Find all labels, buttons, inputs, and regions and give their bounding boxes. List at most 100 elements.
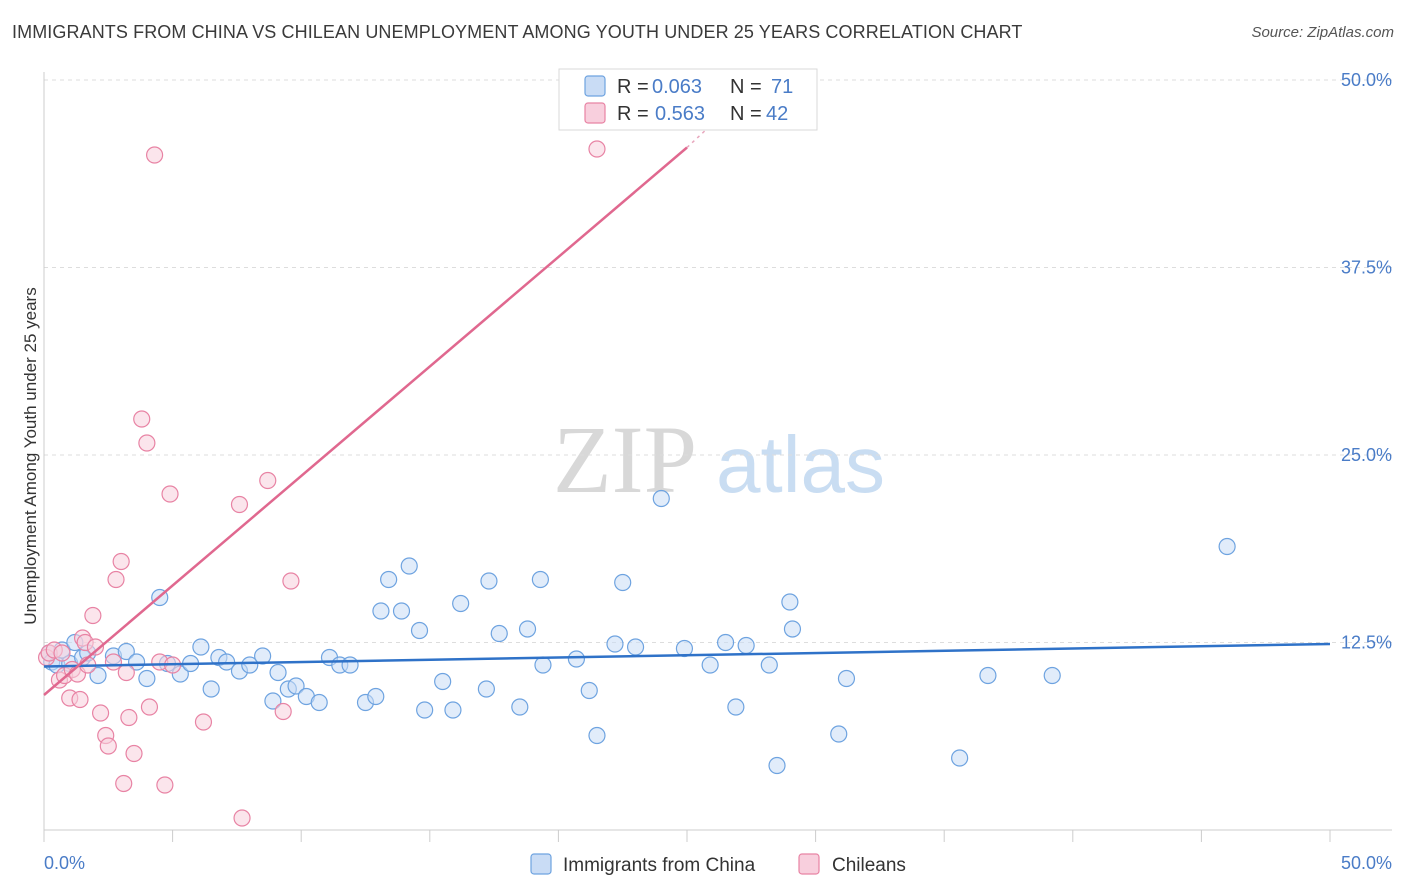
chileans-point (282, 572, 300, 590)
china-point (626, 638, 645, 656)
y-tick-label: 37.5% (1341, 258, 1392, 278)
china-point (727, 698, 745, 716)
chileans-point (161, 485, 179, 503)
chileans-point (156, 776, 174, 794)
y-tick-label: 12.5% (1341, 633, 1392, 653)
chileans-point (125, 744, 143, 763)
china-point (1043, 666, 1061, 685)
china-point (444, 701, 462, 719)
china-point (434, 672, 452, 691)
china-point (567, 650, 586, 668)
legend-r-label-chileans: R = (617, 103, 649, 125)
china-point (477, 680, 495, 698)
x-tick-label-min: 0.0% (44, 853, 85, 873)
china-point (138, 669, 156, 688)
chileans-point (194, 713, 213, 731)
china-point (287, 677, 305, 695)
series-legend: Immigrants from China Chileans (530, 853, 906, 876)
china-point (783, 620, 802, 638)
china-point (737, 636, 755, 655)
china-point (781, 593, 799, 611)
chileans-point (104, 653, 123, 671)
china-point (652, 489, 670, 508)
china-point (416, 701, 434, 719)
series-chileans-points (37, 140, 606, 827)
legend-n-value-china: 71 (771, 76, 793, 98)
china-point (400, 557, 418, 575)
china-point (951, 749, 969, 767)
x-tick-marks (43, 830, 1331, 842)
chileans-point (138, 434, 156, 452)
china-point (480, 572, 498, 590)
chileans-point (107, 570, 125, 589)
y-axis-label: Unemployment Among Youth under 25 years (21, 287, 40, 624)
china-point (264, 692, 282, 710)
china-point (511, 698, 529, 716)
china-point (380, 570, 398, 589)
china-point (410, 621, 429, 640)
chileans-point (233, 809, 251, 827)
china-point (89, 666, 107, 685)
legend-swatch-chileans (584, 102, 606, 124)
bottom-legend-swatch-chileans (798, 853, 820, 875)
china-point (837, 669, 856, 688)
series-china-points (40, 489, 1236, 775)
bottom-legend-label-china: Immigrants from China (563, 855, 756, 876)
chart-title: IMMIGRANTS FROM CHINA VS CHILEAN UNEMPLO… (12, 22, 1023, 42)
chileans-point (115, 774, 133, 793)
bottom-legend-swatch-china (530, 853, 552, 875)
china-point (979, 666, 997, 685)
china-point (716, 633, 735, 652)
chileans-point (112, 552, 130, 571)
legend-n-label-chileans: N = (730, 103, 762, 125)
trend-lines (43, 86, 1331, 696)
y-tick-label: 25.0% (1341, 445, 1392, 465)
chileans-point (99, 737, 117, 755)
legend-n-label-china: N = (730, 76, 762, 98)
chileans-point (588, 140, 606, 158)
china-point (367, 687, 385, 706)
china-point (614, 573, 632, 592)
correlation-legend: R = 0.063 N = 71 R = 0.563 N = 42 (558, 68, 818, 131)
china-point (192, 638, 210, 656)
china-point (701, 656, 719, 674)
chileans-point (71, 690, 89, 709)
legend-r-value-china: 0.063 (652, 76, 702, 98)
chileans-point (259, 471, 277, 490)
chileans-point (120, 708, 138, 727)
chileans-point (230, 495, 249, 514)
legend-r-label-china: R = (617, 76, 649, 98)
china-point (490, 624, 508, 643)
china-point (580, 681, 598, 700)
chileans-point (84, 606, 102, 625)
china-point (269, 663, 287, 682)
gridlines (44, 79, 1392, 643)
china-point (518, 620, 537, 638)
china-point (310, 693, 328, 712)
china-point (341, 656, 359, 674)
watermark-atlas: atlas (716, 420, 885, 509)
legend-n-value-chileans: 42 (766, 103, 788, 125)
china-point (117, 642, 135, 661)
y-tick-label: 50.0% (1341, 70, 1392, 90)
chart-source: Source: ZipAtlas.com (1251, 24, 1394, 41)
china-point (254, 647, 272, 665)
bottom-legend-label-chileans: Chileans (832, 855, 906, 876)
china-point (531, 570, 549, 589)
chileans-point (86, 638, 105, 656)
china-point (241, 656, 259, 674)
china-point (760, 656, 778, 674)
trend-line-china (43, 642, 1331, 668)
y-tick-labels: 12.5% 25.0% 37.5% 50.0% (1341, 70, 1392, 653)
china-point (1218, 537, 1236, 556)
china-point (768, 756, 786, 775)
chileans-point (53, 644, 71, 662)
watermark-zip: ZIP (553, 406, 697, 513)
china-point (830, 725, 848, 743)
chileans-point (140, 698, 159, 716)
chileans-point (117, 663, 135, 682)
china-point (202, 680, 220, 698)
chileans-point (133, 410, 151, 428)
china-point (534, 656, 552, 674)
